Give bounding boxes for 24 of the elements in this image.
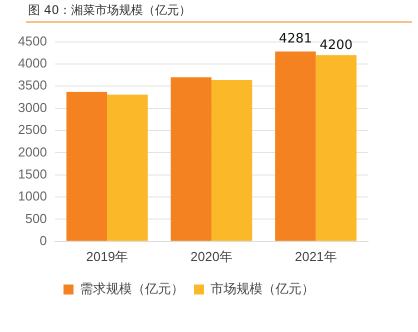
bar [66, 92, 108, 241]
y-tick-label: 3000 [18, 100, 47, 115]
bar [211, 80, 252, 241]
y-tick-label: 500 [25, 210, 47, 226]
y-tick-label: 3500 [18, 78, 47, 93]
legend-label: 需求规模（亿元） [80, 281, 184, 296]
bar [170, 77, 212, 241]
y-tick-label: 0 [40, 232, 47, 248]
bar [107, 94, 148, 241]
bar [275, 52, 316, 241]
y-tick-label: 2500 [18, 122, 47, 138]
data-label: 4281 [278, 31, 312, 46]
y-tick-label: 2000 [18, 144, 47, 160]
x-tick-label: 2019年 [86, 248, 128, 264]
y-tick-label: 1500 [18, 166, 47, 182]
x-tick-label: 2021年 [294, 248, 337, 264]
data-label: 4200 [320, 38, 353, 53]
bar [316, 55, 357, 241]
x-tick-label: 2020年 [190, 248, 232, 264]
y-tick-label: 4000 [18, 56, 47, 71]
legend-label: 市场规模（亿元） [210, 281, 314, 296]
y-tick-label: 4500 [18, 33, 47, 48]
chart-title: 图 40：湘菜市场规模（亿元） [28, 2, 192, 19]
y-tick-label: 1000 [18, 188, 47, 204]
